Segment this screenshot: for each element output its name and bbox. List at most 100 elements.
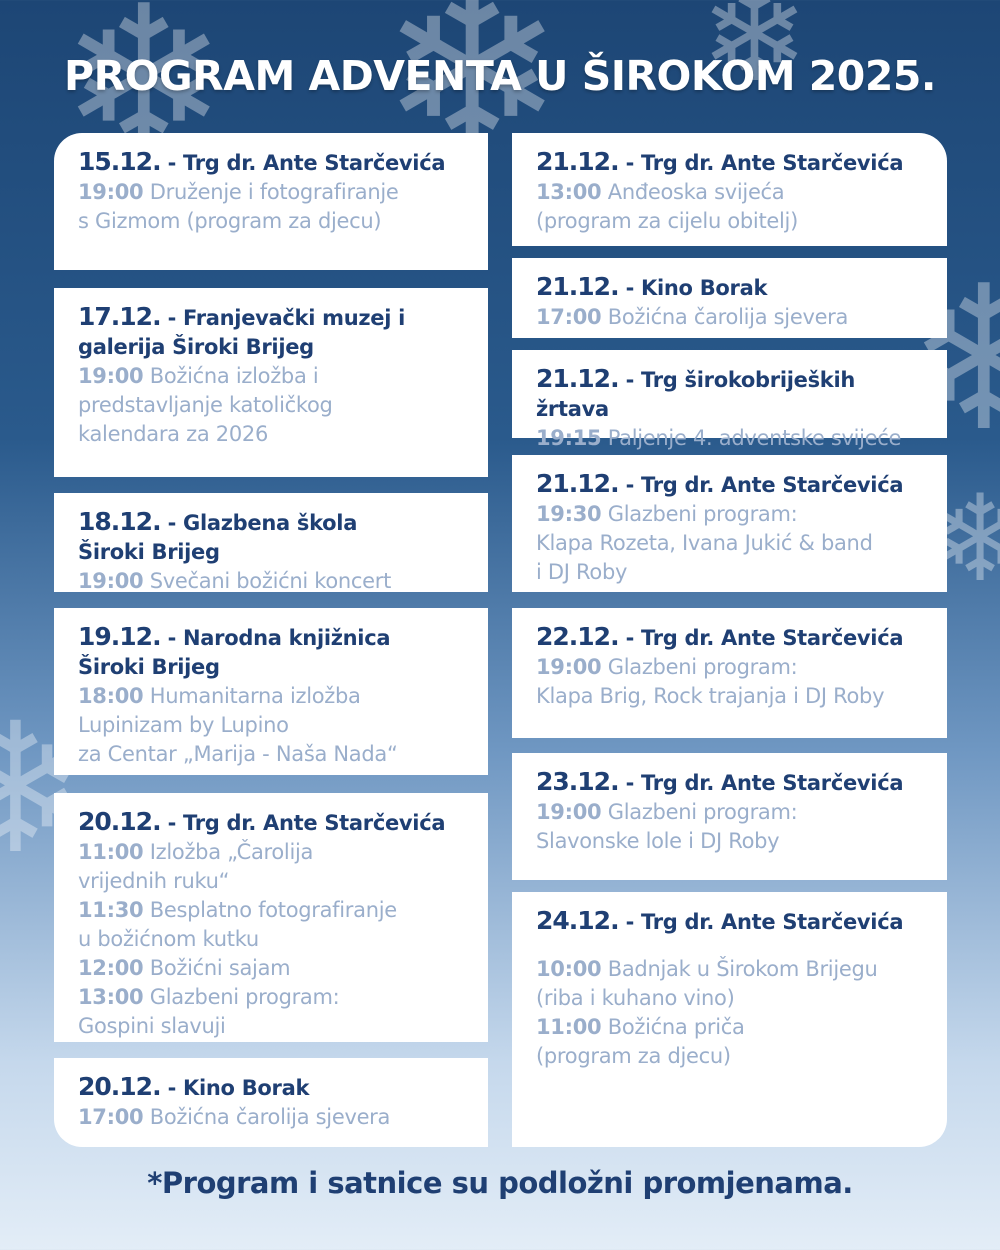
event-time: 13:00 bbox=[78, 985, 144, 1009]
event-card: 21.12. - Trg širokobrijeških žrtava 19:15… bbox=[512, 350, 947, 450]
event-date: 23.12. bbox=[536, 767, 620, 796]
event-card: 20.12. - Kino Borak 17:00 Božićna čarolij… bbox=[54, 1058, 488, 1147]
event-item: 18:00 Humanitarna izložba Lupinizam by L… bbox=[78, 682, 466, 769]
event-description: Svečani božićni koncert bbox=[149, 569, 392, 593]
event-time: 19:15 bbox=[536, 426, 602, 450]
event-card: 24.12. - Trg dr. Ante Starčevića 10:00 Ba… bbox=[512, 892, 947, 1147]
disclaimer: *Program i satnice su podložni promjenam… bbox=[147, 1166, 853, 1200]
event-place: Glazbena škola Široki Brijeg bbox=[78, 511, 358, 564]
event-card: 21.12. - Trg dr. Ante Starčevića 19:30 Gl… bbox=[512, 455, 947, 592]
event-heading: 17.12. - Franjevački muzej i galerija Ši… bbox=[78, 302, 406, 359]
event-description: Glazbeni program: Gospini slavuji bbox=[78, 985, 340, 1038]
event-heading: 21.12. - Trg širokobrijeških žrtava bbox=[536, 364, 856, 421]
event-heading: 23.12. - Trg dr. Ante Starčevića bbox=[536, 767, 904, 796]
event-description: Božićna čarolija sjevera bbox=[149, 1105, 391, 1129]
event-description: Božićni sajam bbox=[149, 956, 291, 980]
event-item: 17:00 Božićna čarolija sjevera bbox=[536, 303, 925, 332]
event-description: Humanitarna izložba Lupinizam by Lupino … bbox=[78, 684, 398, 766]
event-time: 19:00 bbox=[536, 655, 602, 679]
event-card: 18.12. - Glazbena škola Široki Brijeg 19:… bbox=[54, 493, 488, 593]
event-description: Glazbeni program: Slavonske lole i DJ Ro… bbox=[536, 800, 798, 853]
page-title: PROGRAM ADVENTA U ŠIROKOM 2025. bbox=[64, 52, 936, 100]
event-card: 21.12. - Kino Borak 17:00 Božićna čarolij… bbox=[512, 258, 947, 338]
event-date: 19.12. bbox=[78, 622, 162, 651]
event-time: 11:00 bbox=[536, 1015, 602, 1039]
event-time: 12:00 bbox=[78, 956, 144, 980]
event-card: 23.12. - Trg dr. Ante Starčevića 19:00 Gl… bbox=[512, 753, 947, 880]
event-item: 19:30 Glazbeni program: Klapa Rozeta, Iv… bbox=[536, 500, 925, 587]
event-place: Trg dr. Ante Starčevića bbox=[641, 626, 904, 650]
event-place: Trg dr. Ante Starčevića bbox=[641, 151, 904, 175]
event-date: 24.12. bbox=[536, 906, 620, 935]
event-time: 19:00 bbox=[78, 364, 144, 388]
event-time: 18:00 bbox=[78, 684, 144, 708]
event-item: 19:00 Glazbeni program: Klapa Brig, Rock… bbox=[536, 653, 925, 711]
event-card: 22.12. - Trg dr. Ante Starčevića 19:00 Gl… bbox=[512, 608, 947, 738]
event-date: 21.12. bbox=[536, 469, 620, 498]
event-description: Anđeoska svijeća (program za cijelu obit… bbox=[536, 180, 798, 233]
event-place: Franjevački muzej i galerija Široki Brij… bbox=[78, 306, 406, 359]
event-item: 19:15 Paljenje 4. adventske svijeće bbox=[536, 424, 925, 453]
event-date: 18.12. bbox=[78, 507, 162, 536]
event-card: 21.12. - Trg dr. Ante Starčevića 13:00 An… bbox=[512, 133, 947, 246]
event-item: 11:00 Izložba „Čarolija vrijednih ruku“ bbox=[78, 838, 466, 896]
event-place: Kino Borak bbox=[641, 276, 768, 300]
event-description: Božićna čarolija sjevera bbox=[607, 305, 849, 329]
event-date: 21.12. bbox=[536, 272, 620, 301]
event-item: 11:00 Božićna priča (program za djecu) bbox=[536, 1013, 925, 1071]
event-time: 11:30 bbox=[78, 898, 144, 922]
event-date: 20.12. bbox=[78, 1072, 162, 1101]
event-place: Trg dr. Ante Starčevića bbox=[183, 151, 446, 175]
event-date: 21.12. bbox=[536, 147, 620, 176]
event-item: 13:00 Glazbeni program: Gospini slavuji bbox=[78, 983, 466, 1041]
event-date: 15.12. bbox=[78, 147, 162, 176]
event-heading: 24.12. - Trg dr. Ante Starčevića bbox=[536, 906, 904, 935]
event-time: 11:00 bbox=[78, 840, 144, 864]
event-card: 19.12. - Narodna knjižnica Široki Brijeg… bbox=[54, 608, 488, 775]
event-description: Izložba „Čarolija vrijednih ruku“ bbox=[78, 840, 314, 893]
event-heading: 21.12. - Trg dr. Ante Starčevića bbox=[536, 147, 904, 176]
event-description: Glazbeni program: Klapa Rozeta, Ivana Ju… bbox=[536, 502, 873, 584]
event-heading: 19.12. - Narodna knjižnica Široki Brijeg bbox=[78, 622, 391, 679]
event-date: 22.12. bbox=[536, 622, 620, 651]
event-place: Narodna knjižnica Široki Brijeg bbox=[78, 626, 391, 679]
event-heading: 18.12. - Glazbena škola Široki Brijeg bbox=[78, 507, 358, 564]
event-item: 11:30 Besplatno fotografiranje u božićno… bbox=[78, 896, 466, 954]
event-item: 19:00 Božićna izložba i predstavljanje k… bbox=[78, 362, 466, 449]
event-place: Trg širokobrijeških žrtava bbox=[536, 368, 856, 421]
event-description: Božićna izložba i predstavljanje katolič… bbox=[78, 364, 333, 446]
event-heading: 21.12. - Trg dr. Ante Starčevića bbox=[536, 469, 904, 498]
event-item: 12:00 Božićni sajam bbox=[78, 954, 466, 983]
event-item: 19:00 Glazbeni program: Slavonske lole i… bbox=[536, 798, 925, 856]
event-time: 17:00 bbox=[536, 305, 602, 329]
event-place: Trg dr. Ante Starčevića bbox=[641, 473, 904, 497]
event-place: Kino Borak bbox=[183, 1076, 310, 1100]
event-item: 19:00 Svečani božićni koncert bbox=[78, 567, 466, 596]
event-card: 17.12. - Franjevački muzej i galerija Ši… bbox=[54, 288, 488, 477]
event-item: 10:00 Badnjak u Širokom Brijegu (riba i … bbox=[536, 955, 925, 1013]
event-date: 20.12. bbox=[78, 807, 162, 836]
event-time: 13:00 bbox=[536, 180, 602, 204]
event-description: Paljenje 4. adventske svijeće bbox=[607, 426, 902, 450]
event-place: Trg dr. Ante Starčevića bbox=[641, 910, 904, 934]
event-item: 17:00 Božićna čarolija sjevera bbox=[78, 1103, 466, 1132]
event-heading: 15.12. - Trg dr. Ante Starčevića bbox=[78, 147, 446, 176]
event-item: 19:00 Druženje i fotografiranje s Gizmom… bbox=[78, 178, 466, 236]
event-item: 13:00 Anđeoska svijeća (program za cijel… bbox=[536, 178, 925, 236]
event-time: 17:00 bbox=[78, 1105, 144, 1129]
event-description: Glazbeni program: Klapa Brig, Rock traja… bbox=[536, 655, 885, 708]
event-card: 15.12. - Trg dr. Ante Starčevića 19:00 Dr… bbox=[54, 133, 488, 270]
event-heading: 22.12. - Trg dr. Ante Starčevića bbox=[536, 622, 904, 651]
event-heading: 20.12. - Kino Borak bbox=[78, 1072, 310, 1101]
event-time: 19:00 bbox=[536, 800, 602, 824]
event-time: 10:00 bbox=[536, 957, 602, 981]
event-heading: 21.12. - Kino Borak bbox=[536, 272, 768, 301]
event-place: Trg dr. Ante Starčevića bbox=[183, 811, 446, 835]
event-date: 17.12. bbox=[78, 302, 162, 331]
event-time: 19:00 bbox=[78, 569, 144, 593]
event-description: Besplatno fotografiranje u božićnom kutk… bbox=[78, 898, 397, 951]
event-description: Badnjak u Širokom Brijegu (riba i kuhano… bbox=[536, 957, 878, 1010]
event-card: 20.12. - Trg dr. Ante Starčevića 11:00 Iz… bbox=[54, 793, 488, 1042]
event-time: 19:30 bbox=[536, 502, 602, 526]
event-heading: 20.12. - Trg dr. Ante Starčevića bbox=[78, 807, 446, 836]
